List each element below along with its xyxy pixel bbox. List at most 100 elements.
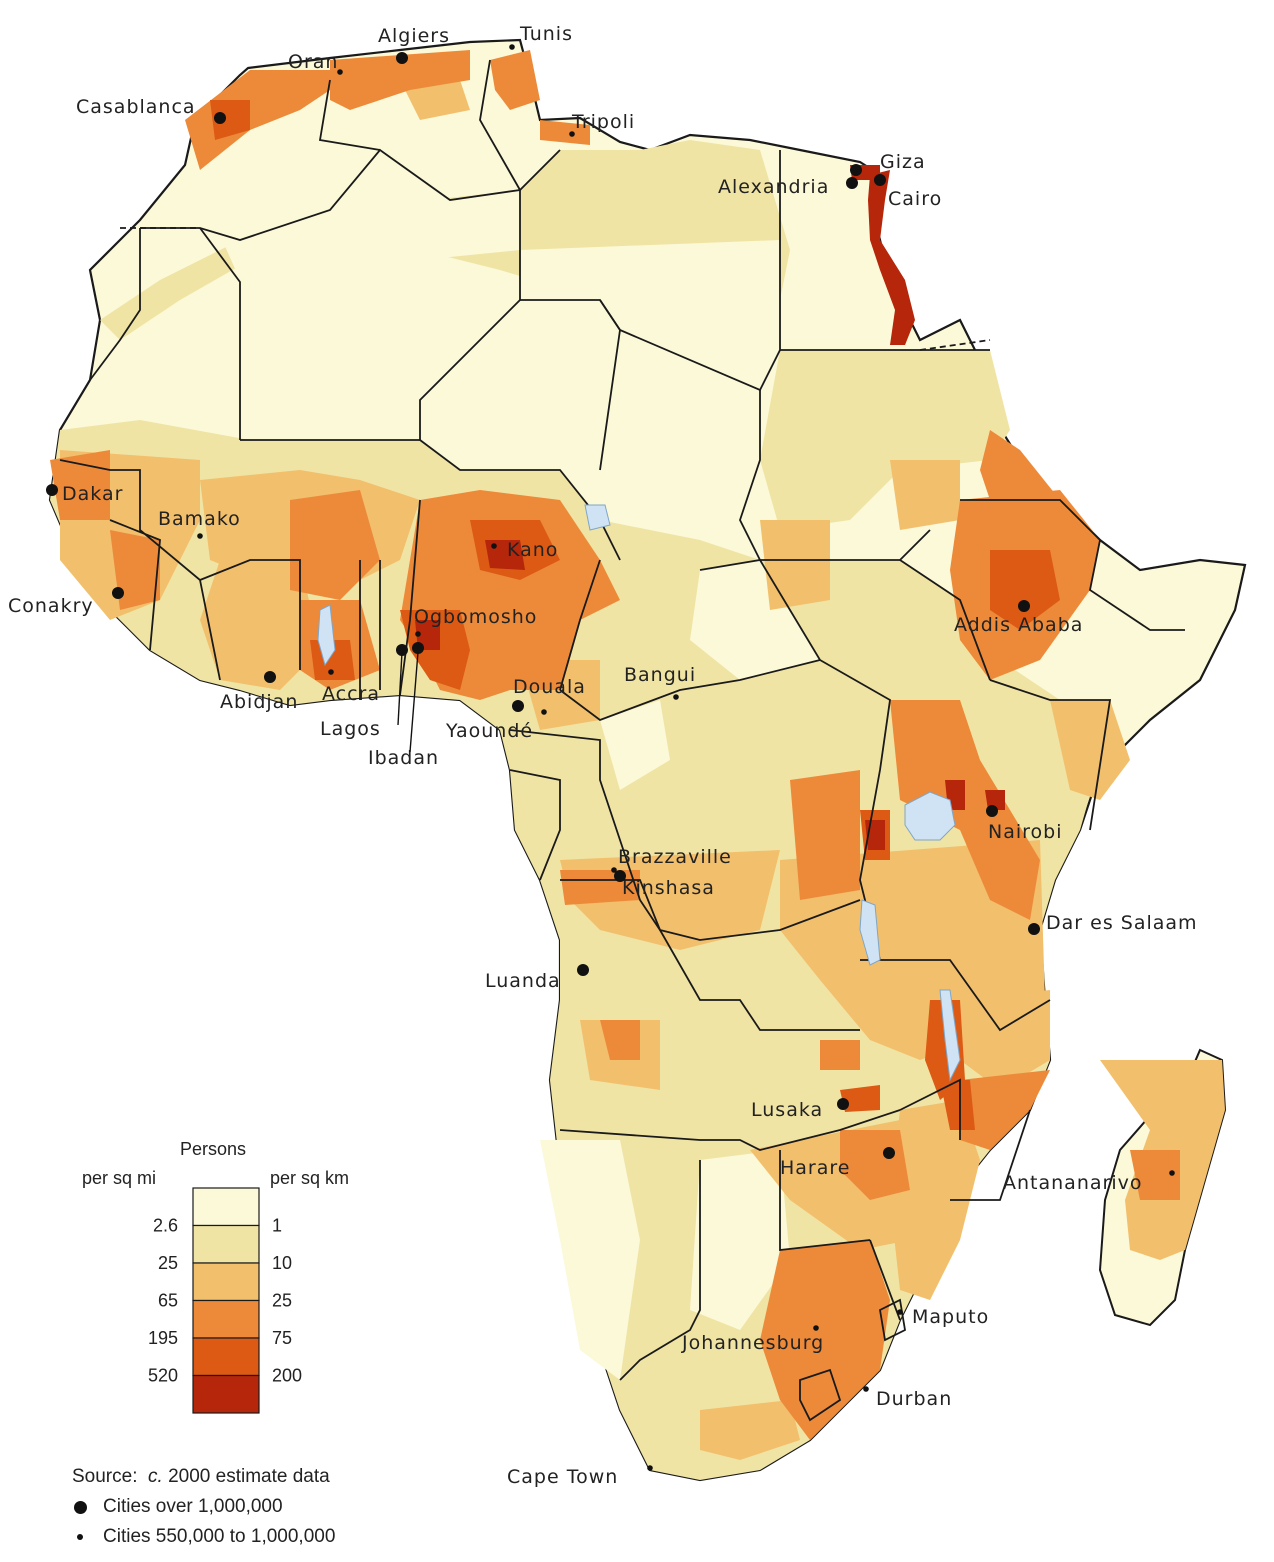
density-region [840, 1130, 910, 1200]
density-region [960, 1070, 1050, 1150]
big-city-dot-icon [46, 484, 58, 496]
city-label: Giza [880, 151, 926, 173]
small-cities-label: Cities 550,000 to 1,000,000 [103, 1526, 336, 1547]
source-rest: 2000 estimate data [168, 1466, 330, 1487]
country-border [869, 1239, 901, 1321]
country-border [199, 227, 241, 440]
city-label: Dakar [62, 483, 123, 505]
city-douala: Douala [512, 676, 585, 712]
country-border [399, 499, 421, 696]
legend-swatch [192, 1224, 260, 1264]
city-label: Algiers [378, 25, 450, 47]
city-label: Durban [876, 1388, 952, 1410]
country-border [240, 299, 521, 441]
legend-left-value: 25 [158, 1253, 178, 1273]
city-accra: Accra [322, 669, 379, 705]
legend-swatch [192, 1374, 260, 1414]
city-dakar: Dakar [46, 483, 123, 505]
city-ogbomosho: Ogbomosho [414, 606, 537, 637]
small-city-dot-icon [491, 543, 497, 549]
country-border [559, 559, 601, 691]
city-nairobi: Nairobi [986, 805, 1062, 843]
country-border [509, 729, 661, 931]
legend-left-header: per sq mi [82, 1168, 156, 1188]
city-label: Bamako [158, 508, 241, 530]
country-border [140, 148, 561, 241]
density-region [600, 700, 670, 790]
country-border [989, 679, 1112, 831]
city-label: Ogbomosho [414, 606, 537, 628]
density-region [985, 790, 1005, 810]
density-shading [50, 50, 1225, 1480]
big-city-dot-icon [874, 174, 886, 186]
density-region [890, 1100, 980, 1300]
disputed-border [919, 339, 991, 351]
city-label: Dar es Salaam [1046, 912, 1198, 934]
city-addis-ababa: Addis Ababa [954, 600, 1082, 636]
city-label: Brazzaville [618, 846, 732, 868]
density-legend: Persons per sq mi per sq km 2.6 25 65 195 52… [82, 1139, 349, 1414]
density-region [520, 240, 780, 390]
leader-line [397, 651, 403, 726]
city-ibadan: Ibadan [368, 642, 439, 769]
city-label: Lagos [320, 718, 381, 740]
city-label: Abidjan [220, 691, 298, 713]
legend-small-cities: Cities 550,000 to 1,000,000 [72, 1522, 335, 1552]
city-label: Johannesburg [681, 1332, 824, 1354]
country-border [860, 959, 1051, 1032]
city-label: Maputo [912, 1306, 989, 1328]
big-cities-label: Cities over 1,000,000 [103, 1496, 283, 1517]
city-harare: Harare [780, 1147, 895, 1179]
country-border [519, 150, 781, 392]
small-city-dot-icon [897, 1309, 903, 1315]
legend-swatch [192, 1299, 260, 1339]
small-city-dot-icon [673, 694, 679, 700]
map-footer: Source: c. 2000 estimate data Cities ove… [72, 1462, 335, 1552]
legend-labels: 2.6 25 65 195 520 1 10 25 75 200 [148, 1216, 302, 1386]
city-label: Conakry [8, 595, 94, 617]
city-layer: Algiers Tunis Oran Casablanca Tripoli Giza Ale… [8, 23, 1198, 1488]
city-lusaka: Lusaka [751, 1098, 849, 1121]
country-border [559, 1109, 901, 1151]
country-border [560, 879, 861, 941]
city-label: Lusaka [751, 1099, 823, 1121]
small-city-dot-icon [1169, 1170, 1175, 1176]
source-note: Source: c. 2000 estimate data [72, 1462, 335, 1492]
big-city-dot-icon [412, 642, 424, 654]
country-borders [59, 59, 1185, 1422]
density-region [760, 1240, 890, 1440]
city-kano: Kano [491, 539, 557, 561]
country-border [879, 1298, 906, 1342]
city-label: Tunis [519, 23, 573, 45]
country-border [199, 559, 301, 670]
legend-right-value: 10 [272, 1253, 292, 1273]
city-label: Ibadan [368, 747, 439, 769]
country-border [89, 228, 141, 381]
density-region [890, 460, 960, 530]
city-casablanca: Casablanca [76, 96, 226, 124]
city-lagos: Lagos [320, 644, 408, 740]
country-border [599, 299, 621, 471]
city-label: Cape Town [507, 1466, 618, 1488]
legend-swatch [192, 1337, 260, 1377]
city-dar-es-salaam: Dar es Salaam [1028, 912, 1198, 935]
small-city-dot-icon [813, 1325, 819, 1331]
city-label: Antananarivo [1003, 1172, 1142, 1194]
density-region [540, 1140, 640, 1380]
density-region [960, 990, 1050, 1090]
city-yaound-: Yaoundé [445, 709, 547, 742]
legend-left-value: 520 [148, 1366, 178, 1386]
city-label: Alexandria [718, 176, 829, 198]
legend-title: Persons [180, 1139, 246, 1159]
small-city-dot-icon [611, 867, 617, 873]
density-region [290, 490, 380, 600]
country-border [779, 1150, 871, 1252]
city-luanda: Luanda [485, 964, 589, 992]
big-city-dot-icon [74, 1500, 87, 1514]
density-region [210, 100, 250, 140]
density-region [330, 50, 470, 110]
city-kinshasa: Kinshasa [614, 870, 714, 899]
big-city-dot-icon [112, 587, 124, 599]
city-tripoli: Tripoli [569, 111, 634, 137]
country-border [899, 1078, 961, 1140]
